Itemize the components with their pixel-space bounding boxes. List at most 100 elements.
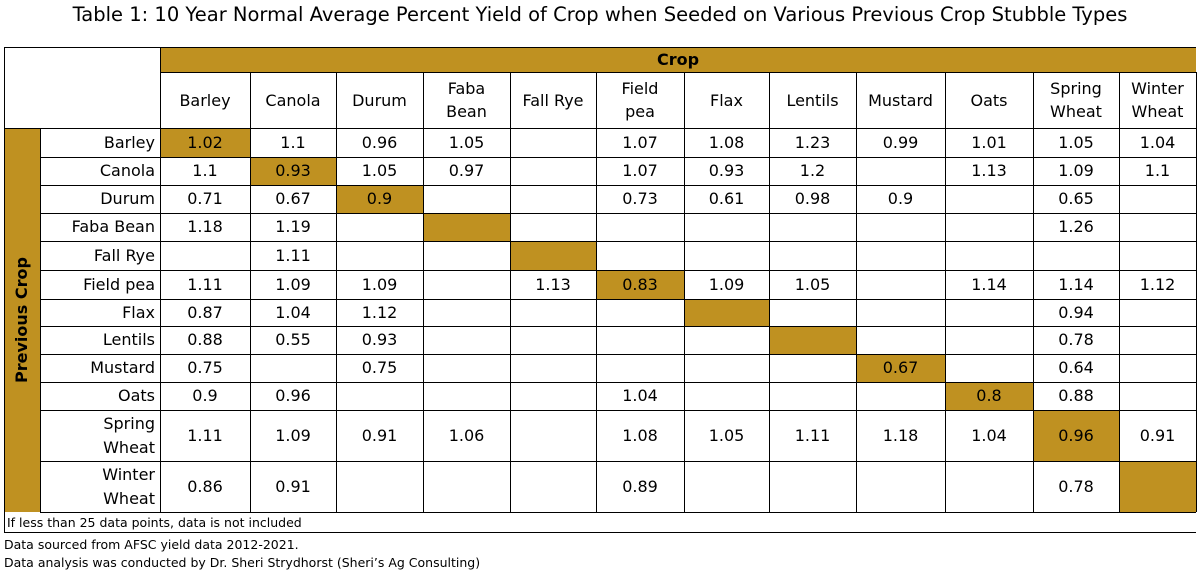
table-cell (510, 157, 596, 185)
table-cell (1119, 461, 1196, 512)
table-cell (1119, 241, 1196, 270)
table-cell (596, 213, 684, 241)
row-header: Lentils (102, 330, 155, 349)
table-cell (510, 382, 596, 410)
grid-hline (40, 157, 1196, 158)
table-cell (856, 270, 945, 299)
table-cell: 0.91 (1139, 425, 1176, 445)
col-header: Lentils (786, 90, 839, 110)
table-cell (596, 299, 684, 326)
table-cell: 0.75 (187, 358, 223, 377)
table-cell: 1.26 (1058, 217, 1094, 236)
grid-hline (40, 461, 1196, 462)
row-header: Flax (122, 302, 155, 322)
table-cell (423, 270, 510, 299)
table-cell: 1.05 (448, 132, 485, 152)
grid-vline (1033, 72, 1034, 512)
table-cell (423, 241, 510, 270)
col-header: Winter Wheat (1131, 79, 1184, 121)
table-cell (1119, 382, 1196, 410)
table-cell: 1.11 (794, 425, 831, 445)
grid-hline (40, 354, 1196, 355)
table-cell: 1.11 (187, 274, 223, 294)
table-cell (769, 382, 856, 410)
table-cell: 0.98 (794, 189, 831, 208)
col-header: Canola (265, 90, 321, 110)
table-cell: 0.64 (1058, 358, 1094, 377)
table-cell (510, 241, 596, 270)
table-cell: 1.09 (1058, 161, 1094, 180)
table-cell: 0.91 (275, 476, 311, 496)
table-cell (945, 185, 1033, 213)
table-title: Table 1: 10 Year Normal Average Percent … (72, 3, 1128, 26)
grid-vline (510, 72, 511, 512)
table-cell: 0.99 (882, 132, 919, 152)
table-cell: 1.09 (708, 274, 745, 294)
table-cell: 1.12 (1139, 274, 1176, 294)
table-cell: 0.73 (622, 189, 658, 208)
grid-vline (684, 72, 685, 512)
table-cell: 1.05 (708, 425, 745, 445)
table-cell: 1.07 (622, 161, 658, 180)
table-cell: 0.67 (275, 189, 311, 208)
table-cell: 0.89 (622, 476, 658, 496)
col-header: Spring Wheat (1050, 79, 1102, 121)
grid-vline (160, 47, 161, 512)
grid-hline (4, 128, 1196, 129)
table-cell: 1.09 (275, 274, 311, 294)
table-cell: 0.93 (708, 161, 745, 180)
table-cell (336, 382, 423, 410)
previous-crop-band: Previous Crop (4, 128, 40, 512)
table-cell: 1.01 (971, 132, 1007, 152)
table-cell: 1.05 (361, 161, 398, 180)
table-cell: 1.09 (361, 274, 398, 294)
row-header: Durum (100, 189, 155, 208)
table-cell (250, 354, 336, 382)
table-cell (769, 354, 856, 382)
table-cell: 1.12 (361, 302, 398, 322)
table-cell (945, 461, 1033, 512)
table-cell (423, 354, 510, 382)
table-cell: 1.19 (275, 217, 311, 236)
table-cell: 0.78 (1058, 330, 1094, 349)
table-cell (596, 326, 684, 354)
row-header: Mustard (90, 358, 155, 377)
table-cell: 1.14 (971, 274, 1007, 294)
note-threshold: If less than 25 data points, data is not… (7, 515, 302, 530)
table-cell (510, 326, 596, 354)
table-cell: 1.05 (1058, 132, 1094, 152)
col-header: Field pea (621, 79, 659, 121)
table-cell (945, 354, 1033, 382)
table-cell (769, 213, 856, 241)
table-cell: 0.88 (187, 330, 223, 349)
table-cell: 1.04 (622, 386, 658, 405)
table-cell (1119, 354, 1196, 382)
table-cell (945, 326, 1033, 354)
table-cell (945, 241, 1033, 270)
table-cell (336, 241, 423, 270)
table-cell: 0.67 (856, 354, 945, 382)
grid-hline (40, 326, 1196, 327)
col-header: Durum (352, 90, 407, 110)
grid-hline (40, 410, 1196, 411)
row-header: Oats (117, 386, 155, 405)
col-header: Mustard (868, 90, 933, 110)
table-cell: 1.09 (275, 425, 311, 445)
row-header: Fall Rye (93, 245, 155, 265)
table-cell (684, 382, 769, 410)
table-cell: 0.91 (361, 425, 398, 445)
grid-vline (1119, 72, 1120, 512)
table-cell (769, 461, 856, 512)
table-cell (423, 461, 510, 512)
table-cell: 0.61 (708, 189, 745, 208)
col-header: Faba Bean (446, 79, 487, 121)
table-cell: 0.71 (187, 189, 223, 208)
table-cell (510, 185, 596, 213)
grid-hline (4, 532, 1196, 533)
table-cell: 0.55 (275, 330, 311, 349)
table-cell: 1.1 (280, 132, 306, 152)
table-cell: 0.9 (192, 386, 218, 405)
grid-vline (856, 72, 857, 512)
grid-hline (160, 72, 1196, 73)
table-cell (684, 354, 769, 382)
